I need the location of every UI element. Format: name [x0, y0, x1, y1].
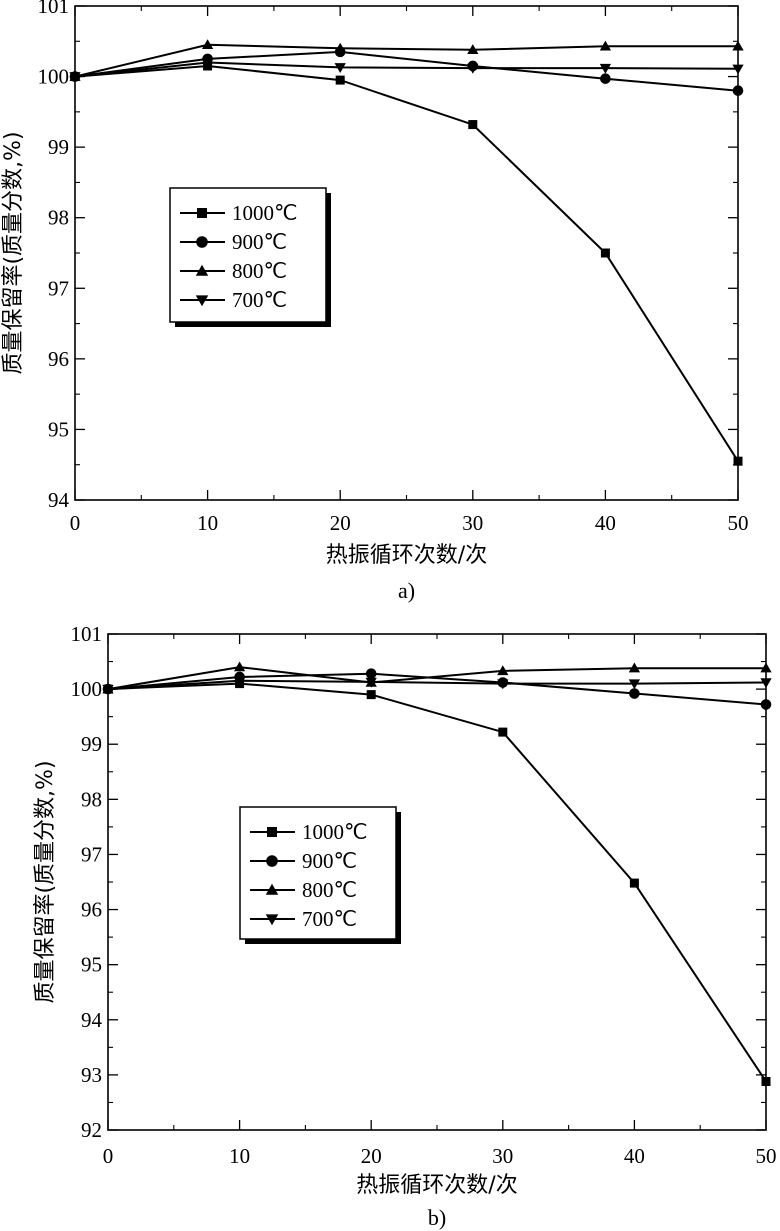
- data-point-triangle-down: [365, 677, 377, 688]
- data-point-circle: [760, 699, 772, 710]
- data-point-square: [366, 690, 376, 700]
- data-point-triangle-down: [628, 679, 641, 690]
- legend-marker-square: [267, 827, 277, 837]
- series-line-triangle-up: [74, 43, 738, 78]
- y-tick-label: 99: [48, 135, 69, 159]
- data-point-triangle-down: [497, 679, 509, 690]
- data-point-triangle-up: [233, 661, 246, 672]
- y-tick-label: 98: [81, 787, 102, 811]
- panel-caption: b): [428, 1205, 446, 1230]
- series-line-triangle-down: [107, 679, 767, 691]
- y-tick-label: 97: [81, 842, 102, 866]
- series-line-triangle-up: [107, 666, 766, 691]
- legend-marker-triangle-down: [195, 295, 209, 307]
- series-line-circle: [74, 50, 739, 92]
- x-tick-label: 10: [229, 1144, 250, 1168]
- y-tick-label: 98: [48, 206, 69, 230]
- x-tick-label: 20: [330, 511, 351, 535]
- legend-label: 800℃: [302, 878, 357, 902]
- data-point-triangle-down: [467, 63, 479, 74]
- y-tick-label: 100: [38, 65, 70, 89]
- x-tick-label: 30: [492, 1144, 513, 1168]
- panel-caption: a): [398, 578, 415, 603]
- data-point-triangle-up: [732, 40, 744, 51]
- series-line-triangle-down: [74, 61, 739, 78]
- data-point-triangle-up: [467, 44, 479, 54]
- plot-frame: [107, 633, 767, 1131]
- data-point-circle: [629, 688, 640, 699]
- x-tick-label: 10: [197, 511, 218, 535]
- data-point-triangle-down: [102, 684, 114, 695]
- data-point-triangle-up: [599, 40, 612, 51]
- data-point-circle: [732, 85, 744, 96]
- legend-label: 1000℃: [302, 820, 368, 844]
- chart-panel-a: 0 10 20 30 40 50 94 95 96 97 98 99 100 101 热振循环次数/次 质量保…: [1, 0, 749, 603]
- data-point-square: [600, 248, 610, 258]
- data-point-triangle-down: [69, 72, 81, 83]
- y-tick-label: 95: [81, 953, 102, 977]
- data-point-square: [629, 878, 639, 888]
- data-point-triangle-down: [233, 676, 246, 687]
- legend-label: 900℃: [302, 849, 357, 873]
- data-point-triangle-down: [760, 678, 772, 689]
- data-point-triangle-up: [628, 662, 641, 673]
- y-axis-label: 质量保留率(质量分数,%): [1, 131, 26, 374]
- y-tick-label: 101: [38, 0, 70, 18]
- y-tick-label: 96: [48, 347, 69, 371]
- y-tick-label: 94: [48, 488, 70, 512]
- legend-label: 700℃: [302, 907, 357, 931]
- y-axis-label: 质量保留率(质量分数,%): [33, 760, 58, 1003]
- series-line-circle: [107, 672, 767, 706]
- data-point-triangle-down: [334, 63, 346, 74]
- x-tick-label: 20: [361, 1144, 382, 1168]
- data-point-triangle-down: [732, 64, 744, 75]
- x-tick-label: 0: [103, 1144, 114, 1168]
- data-point-square: [468, 120, 478, 130]
- chart-panel-b: 0 10 20 30 40 50 92 93 94 95 96 97 98 99 100 101 热振循环次数/…: [33, 622, 777, 1230]
- x-tick-label: 30: [462, 511, 483, 535]
- legend-marker-triangle-up: [195, 264, 209, 276]
- data-point-square: [733, 456, 743, 466]
- legend-marker-triangle-down: [265, 914, 279, 926]
- y-tick-label: 95: [48, 417, 69, 441]
- data-point-square: [498, 727, 508, 737]
- y-tick-label: 100: [71, 677, 103, 701]
- x-axis-label: 热振循环次数/次: [326, 543, 487, 568]
- x-tick-label: 50: [728, 511, 749, 535]
- legend-marker-triangle-up: [265, 883, 279, 895]
- data-point-triangle-up: [201, 39, 214, 50]
- legend-label: 800℃: [232, 259, 287, 283]
- legend-marker-circle: [196, 236, 208, 248]
- legend-marker-circle: [266, 855, 278, 867]
- series-line-square: [107, 682, 767, 1083]
- data-point-circle: [365, 668, 377, 679]
- data-point-triangle-up: [334, 42, 346, 53]
- legend-box: [239, 806, 397, 940]
- y-tick-label: 97: [48, 276, 69, 300]
- x-tick-label: 0: [70, 511, 81, 535]
- data-point-triangle-down: [599, 63, 612, 74]
- y-tick-label: 99: [81, 732, 102, 756]
- legend-marker-square: [197, 208, 207, 218]
- data-point-triangle-down: [201, 58, 214, 69]
- data-point-triangle-up: [760, 662, 772, 673]
- y-tick-label: 92: [81, 1118, 102, 1142]
- x-axis-label: 热振循环次数/次: [356, 1173, 517, 1198]
- legend-label: 900℃: [232, 230, 287, 254]
- series-line-square: [74, 64, 739, 462]
- x-tick-label: 40: [595, 511, 616, 535]
- legend-label: 1000℃: [232, 201, 298, 225]
- x-tick-label: 50: [756, 1144, 777, 1168]
- y-tick-label: 93: [81, 1063, 102, 1087]
- data-point-square: [761, 1077, 771, 1087]
- x-tick-label: 40: [624, 1144, 645, 1168]
- y-tick-label: 96: [81, 898, 102, 922]
- y-tick-label: 94: [81, 1008, 103, 1032]
- y-tick-label: 101: [71, 622, 103, 646]
- data-point-square: [335, 75, 345, 85]
- data-point-triangle-up: [497, 665, 509, 676]
- data-point-circle: [600, 73, 611, 84]
- legend-label: 700℃: [232, 288, 287, 312]
